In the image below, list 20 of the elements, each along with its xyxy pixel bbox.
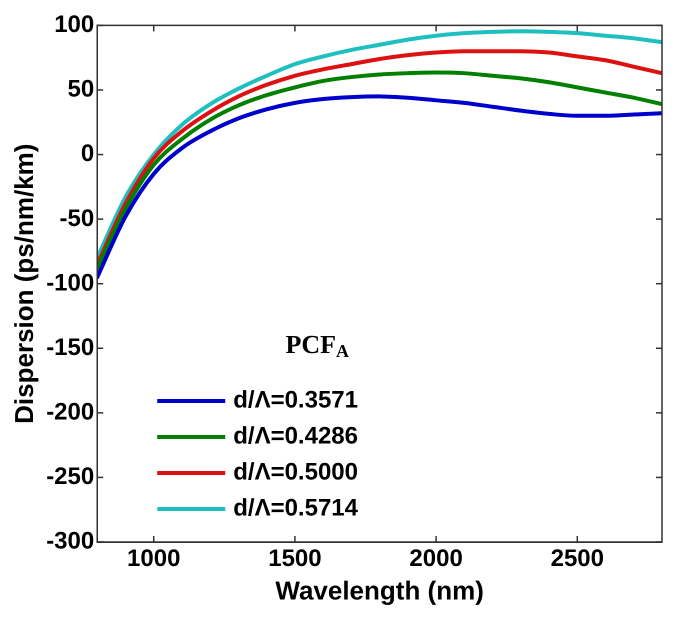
y-axis-title: Dispersion (ps/nm/km): [8, 144, 39, 424]
y-tick-label: 50: [68, 76, 94, 103]
line-series: [97, 94, 662, 280]
x-tick-label: 1000: [127, 545, 180, 572]
y-tick-label: -200: [46, 398, 94, 426]
x-tick-label: 1500: [268, 545, 322, 572]
legend-label: d/Λ=0.5714: [233, 494, 359, 522]
y-tick-label: -150: [46, 334, 94, 361]
legend-label: d/Λ=0.5000: [233, 458, 358, 486]
x-tick-label: 2500: [550, 545, 604, 572]
y-tick-label: -250: [46, 463, 94, 490]
y-tick-label: -300: [46, 528, 94, 555]
y-tick-label: 100: [54, 11, 94, 38]
y-tick-label: -100: [46, 269, 94, 296]
legend-label: d/Λ=0.3571: [233, 386, 358, 414]
y-tick-label: 0: [80, 140, 94, 168]
x-axis-title: Wavelength (nm): [275, 576, 484, 606]
y-tick-label: -50: [60, 204, 94, 232]
legend-label: d/Λ=0.4286: [233, 422, 358, 450]
x-tick-label: 2000: [409, 545, 463, 572]
